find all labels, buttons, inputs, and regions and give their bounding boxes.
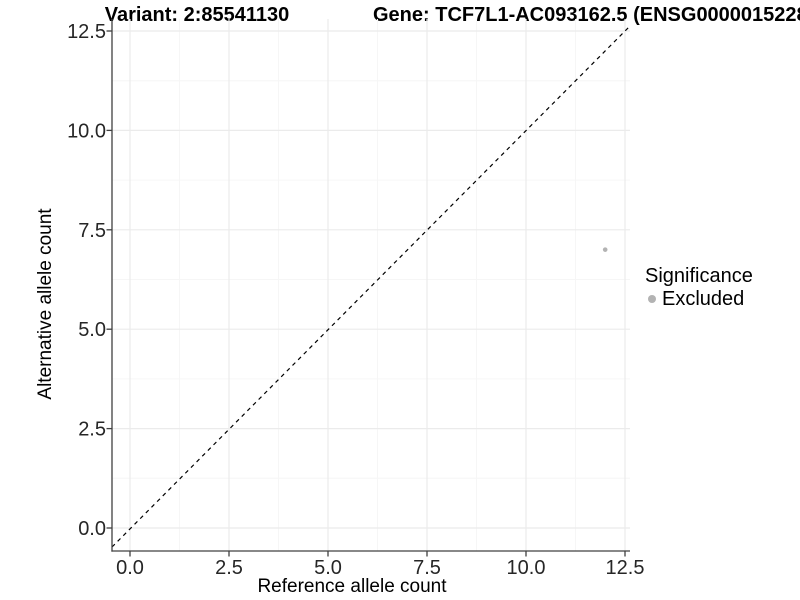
x-tick-label: 12.5 (606, 557, 645, 579)
y-tick-label: 5.0 (78, 319, 106, 341)
y-tick-label: 0.0 (78, 518, 106, 540)
plot-title-variant: Variant: 2:85541130 (104, 4, 290, 26)
y-axis-title: Alternative allele count (35, 208, 56, 400)
x-tick-label: 5.0 (314, 557, 342, 579)
legend: Significance Excluded (645, 265, 753, 310)
legend-item-excluded: Excluded (645, 288, 753, 310)
legend-point-icon (648, 295, 656, 303)
x-tick-label: 0.0 (116, 557, 144, 579)
y-tick-label: 7.5 (78, 220, 106, 242)
x-tick-label: 7.5 (413, 557, 441, 579)
legend-item-label: Excluded (662, 288, 745, 310)
data-point (602, 247, 608, 252)
identity-line (111, 25, 631, 548)
y-tick-label: 12.5 (67, 21, 106, 43)
x-axis-title: Reference allele count (257, 576, 447, 597)
x-tick-label: 2.5 (215, 557, 243, 579)
legend-title: Significance (645, 265, 753, 287)
x-tick-label: 10.0 (507, 557, 546, 579)
y-tick-label: 2.5 (78, 419, 106, 441)
y-tick-label: 10.0 (67, 120, 106, 142)
plot-title-gene: Gene: TCF7L1-AC093162.5 (ENSG0000015228 (373, 4, 800, 26)
